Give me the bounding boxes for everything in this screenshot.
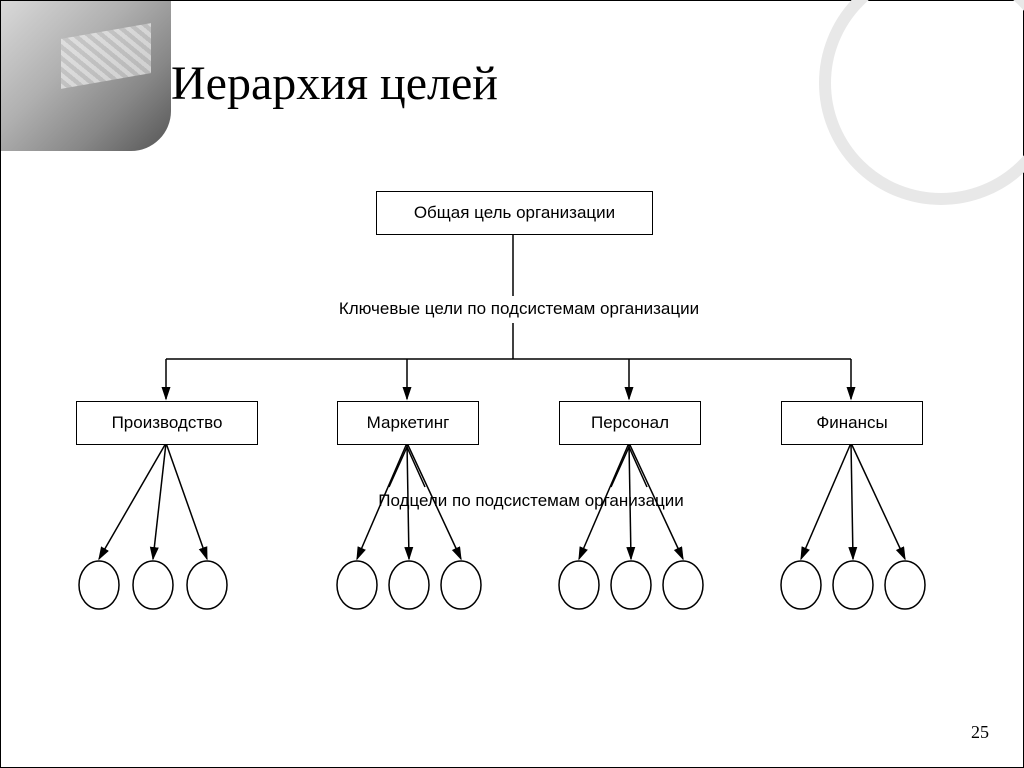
hierarchy-diagram: Общая цель организации Ключевые цели по п… <box>41 171 985 641</box>
diagram-box-b1: Производство <box>76 401 258 445</box>
sub-goal-oval <box>79 561 119 609</box>
diagram-box-b3: Персонал <box>559 401 701 445</box>
diagram-label-mid_label: Ключевые цели по подсистемам организации <box>299 299 739 321</box>
diagram-label-sub_label: Подцели по подсистемам организации <box>341 491 721 513</box>
sub-goal-oval <box>885 561 925 609</box>
sub-goal-oval <box>781 561 821 609</box>
sub-goal-oval <box>663 561 703 609</box>
sub-goal-oval <box>611 561 651 609</box>
sub-goal-oval <box>133 561 173 609</box>
sub-goal-oval <box>441 561 481 609</box>
diagram-box-b2: Маркетинг <box>337 401 479 445</box>
sub-goal-oval <box>559 561 599 609</box>
sub-goal-oval <box>187 561 227 609</box>
page-number: 25 <box>971 722 989 743</box>
diagram-box-root: Общая цель организации <box>376 191 653 235</box>
slide-frame: Иерархия целей Общая цель организации Клю… <box>0 0 1024 768</box>
sub-goal-oval <box>337 561 377 609</box>
corner-photo-decoration <box>1 1 171 151</box>
sub-goal-oval <box>389 561 429 609</box>
sub-goal-oval <box>833 561 873 609</box>
diagram-box-b4: Финансы <box>781 401 923 445</box>
slide-title: Иерархия целей <box>171 56 498 111</box>
